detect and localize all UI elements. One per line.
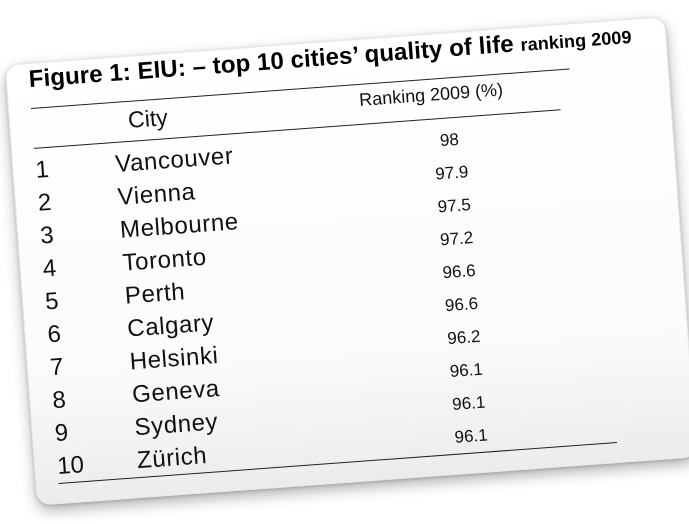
ranking-table-body: 1 Vancouver 98 2 Vienna 97.9 3 Melbourne 97.5 4 To…: [34, 119, 537, 483]
ranking-table: 1 Vancouver 98 2 Vienna 97.9 3 Melbourne 97.5 4 To…: [34, 119, 537, 483]
figure-title-tail: ranking 2009: [519, 26, 633, 55]
column-header-city: City: [127, 104, 169, 133]
column-header-ranking: Ranking 2009 (%): [358, 79, 504, 110]
figure-card: Figure 1: EIU: – top 10 cities’ quality …: [4, 16, 689, 506]
figure-title: Figure 1: EIU: – top 10 cities’ quality …: [28, 22, 633, 94]
